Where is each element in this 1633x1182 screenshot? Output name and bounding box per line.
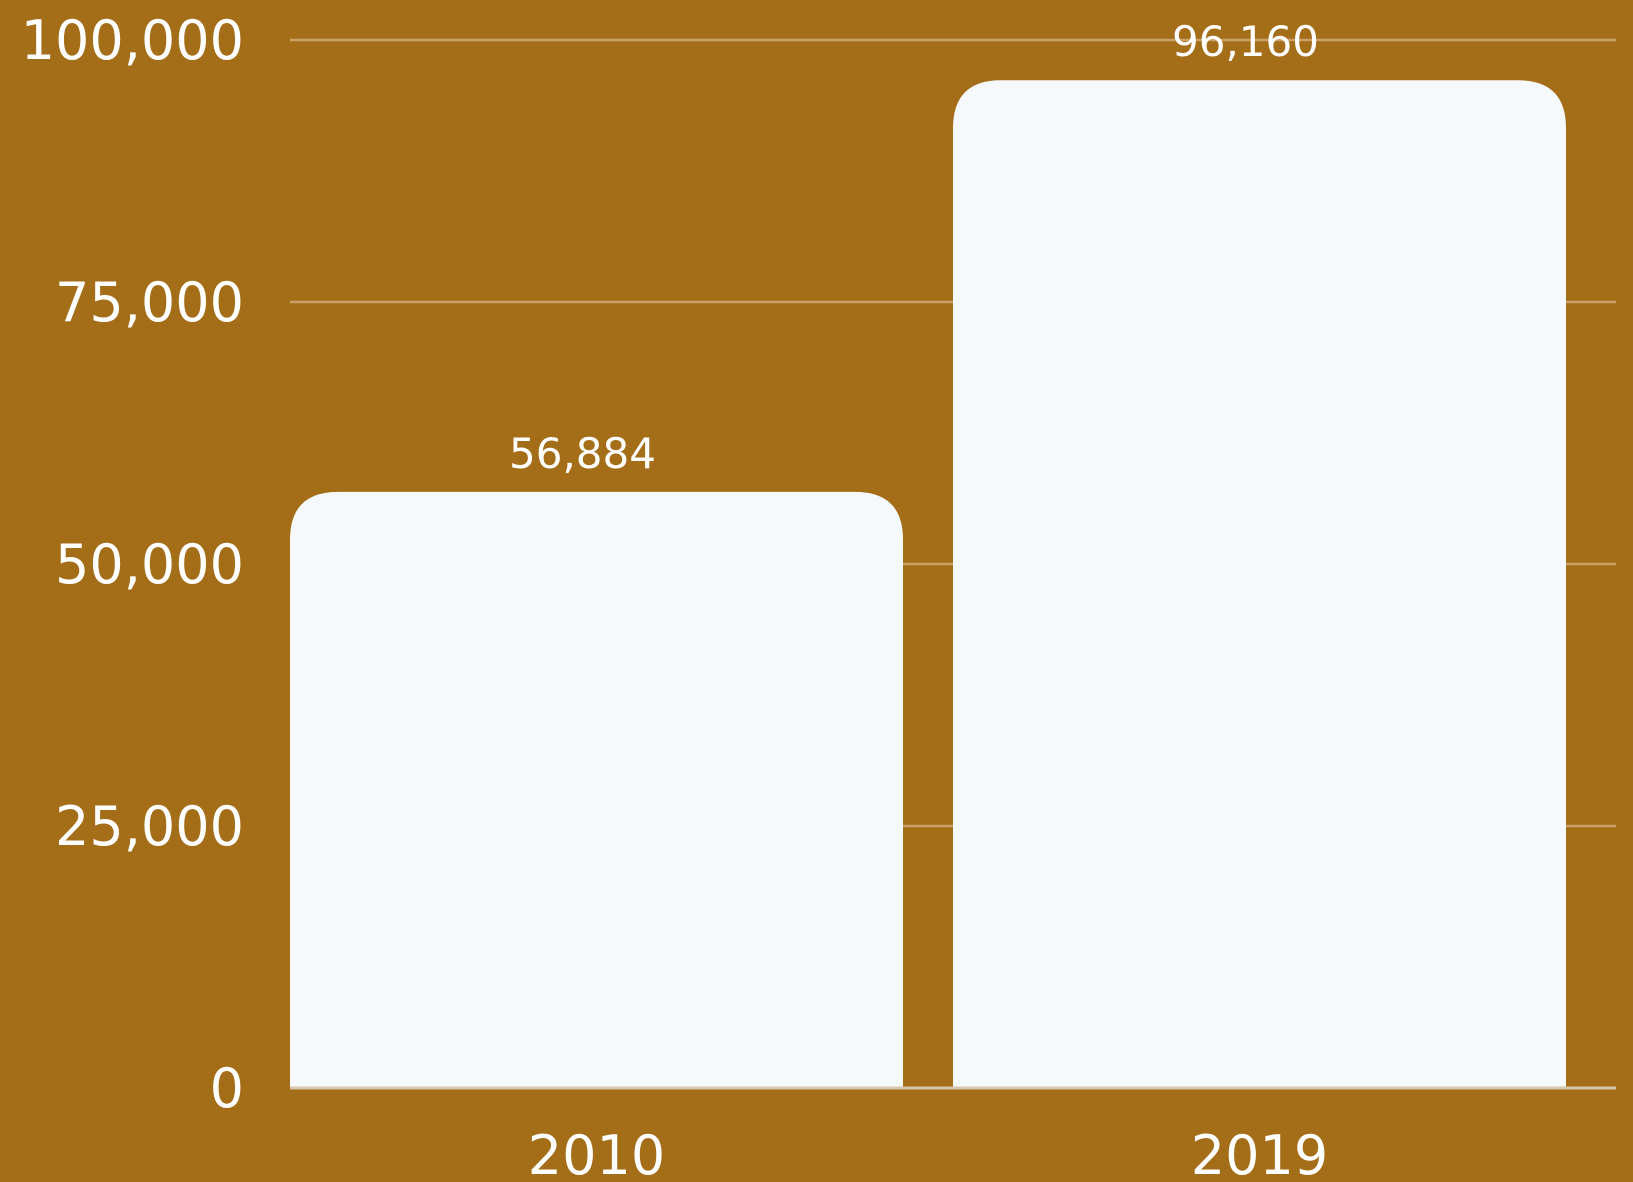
y-tick-label: 75,000 bbox=[55, 271, 244, 334]
bars bbox=[290, 80, 1566, 1088]
y-tick-label: 0 bbox=[210, 1057, 244, 1120]
bar-2019 bbox=[953, 80, 1566, 1088]
data-labels: 56,884 96,160 bbox=[509, 17, 1319, 478]
x-tick-label-2010: 2010 bbox=[528, 1124, 665, 1182]
y-tick-label: 50,000 bbox=[55, 533, 244, 596]
x-axis-ticks: 2010 2019 bbox=[528, 1124, 1328, 1182]
data-label-2019: 96,160 bbox=[1172, 17, 1319, 66]
y-tick-label: 25,000 bbox=[55, 795, 244, 858]
data-label-2010: 56,884 bbox=[509, 429, 656, 478]
y-tick-label: 100,000 bbox=[21, 9, 244, 72]
y-axis-ticks: 0 25,000 50,000 75,000 100,000 bbox=[21, 9, 244, 1120]
x-tick-label-2019: 2019 bbox=[1191, 1124, 1328, 1182]
bar-2010 bbox=[290, 491, 903, 1088]
